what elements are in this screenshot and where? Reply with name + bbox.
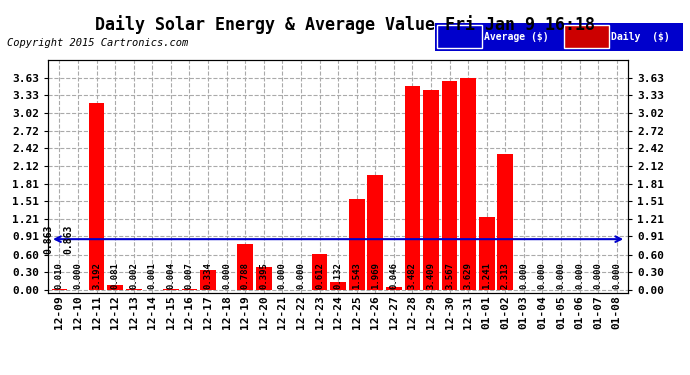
Bar (367, 174, 383, 290)
Bar (386, 287, 402, 290)
Text: 2.313: 2.313 (501, 262, 510, 289)
Text: 0.001: 0.001 (148, 262, 157, 289)
Text: 0.788: 0.788 (241, 262, 250, 289)
Bar (460, 78, 476, 290)
Bar (256, 267, 272, 290)
Text: 0.863: 0.863 (43, 225, 54, 254)
Bar (200, 270, 216, 290)
Bar (497, 154, 513, 290)
Bar (107, 285, 123, 290)
Text: 0.395: 0.395 (259, 262, 268, 289)
Bar (348, 200, 364, 290)
Text: 0.000: 0.000 (538, 262, 547, 289)
Bar (404, 86, 420, 290)
Text: 0.000: 0.000 (74, 262, 83, 289)
Bar (52, 289, 68, 290)
Text: 0.004: 0.004 (166, 262, 175, 289)
Text: 0.863: 0.863 (63, 225, 74, 254)
Text: Daily  ($): Daily ($) (611, 32, 670, 42)
Bar (442, 81, 457, 290)
Text: Average ($): Average ($) (484, 32, 549, 42)
Text: 0.000: 0.000 (520, 262, 529, 289)
Text: 1.543: 1.543 (352, 262, 361, 289)
Text: 0.081: 0.081 (110, 262, 119, 289)
Bar (423, 90, 439, 290)
Text: 0.007: 0.007 (185, 262, 194, 289)
Text: 0.000: 0.000 (612, 262, 621, 289)
Bar (181, 289, 197, 290)
Bar (437, 26, 482, 48)
Bar (89, 103, 104, 290)
Text: 0.000: 0.000 (575, 262, 584, 289)
Text: 3.482: 3.482 (408, 262, 417, 289)
Text: 0.010: 0.010 (55, 262, 64, 289)
Text: Copyright 2015 Cartronics.com: Copyright 2015 Cartronics.com (7, 38, 188, 48)
Text: 3.192: 3.192 (92, 262, 101, 289)
Text: 0.000: 0.000 (278, 262, 287, 289)
Text: 0.000: 0.000 (557, 262, 566, 289)
Text: 0.046: 0.046 (389, 262, 398, 289)
Text: Daily Solar Energy & Average Value Fri Jan 9 16:18: Daily Solar Energy & Average Value Fri J… (95, 15, 595, 34)
Text: 0.132: 0.132 (333, 262, 343, 289)
Bar (564, 26, 609, 48)
Bar (331, 282, 346, 290)
Text: 1.241: 1.241 (482, 262, 491, 289)
Text: 0.000: 0.000 (593, 262, 602, 289)
Bar (312, 254, 328, 290)
Text: 0.334: 0.334 (204, 262, 213, 289)
Text: 3.567: 3.567 (445, 262, 454, 289)
Text: 0.000: 0.000 (222, 262, 231, 289)
Bar (237, 243, 253, 290)
Text: 1.969: 1.969 (371, 262, 380, 289)
Bar (479, 217, 495, 290)
Text: 3.409: 3.409 (426, 262, 435, 289)
Text: 0.002: 0.002 (129, 262, 138, 289)
Text: 3.629: 3.629 (464, 262, 473, 289)
Text: 0.612: 0.612 (315, 262, 324, 289)
Text: 0.000: 0.000 (297, 262, 306, 289)
